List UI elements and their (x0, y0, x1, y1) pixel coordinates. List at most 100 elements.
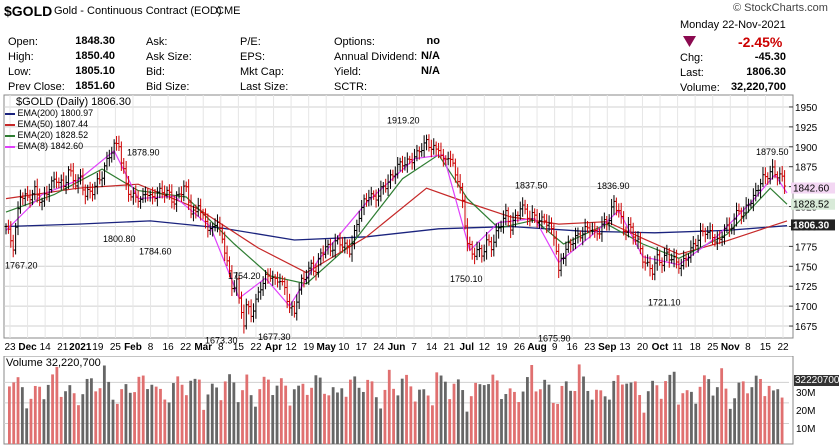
volume-bar (776, 389, 780, 444)
volume-bar (120, 389, 124, 444)
volume-bar (236, 402, 240, 444)
volume-bar (538, 389, 542, 444)
volume-tick-20m: 20M (796, 406, 816, 417)
volume-bar (184, 395, 188, 444)
volume-bar (461, 390, 465, 444)
volume-bar (249, 395, 253, 444)
volume-bar (413, 401, 417, 444)
volume-bar (288, 405, 292, 444)
volume-bar (98, 388, 102, 444)
legend-ema20: EMA(20) 1828.52 (5, 130, 88, 140)
x-tick-label: 17 (356, 342, 368, 352)
copyright-text: © StockCharts.com (733, 2, 828, 14)
volume-bar (305, 394, 309, 444)
volume-bar (284, 385, 288, 444)
x-tick-label: Feb (124, 342, 142, 352)
volume-bar (508, 388, 512, 444)
volume-bar (90, 378, 93, 444)
y-tick-label: 1700 (795, 302, 818, 313)
volume-bar (357, 387, 361, 444)
x-tick-label: 23 (4, 342, 16, 352)
volume-bar (206, 394, 210, 444)
volume-bar (68, 385, 72, 444)
volume-chart (3, 356, 794, 445)
volume-bar (197, 379, 201, 444)
volume-bar (612, 380, 616, 444)
volume-bar (754, 375, 758, 444)
x-tick-label: 26 (514, 342, 526, 352)
volume-bar (426, 395, 430, 444)
x-tick-label: 25 (110, 342, 122, 352)
volume-bar (517, 402, 521, 444)
volume-bar (448, 399, 452, 444)
x-tick-label: Dec (18, 342, 37, 352)
y-tick-label: 1775 (795, 242, 818, 253)
x-tick-label: 25 (707, 342, 719, 352)
volume-bar (651, 380, 654, 444)
prev-close-value: 1851.60 (75, 80, 115, 92)
bid-label: Bid: (146, 66, 165, 78)
volume-bar (638, 395, 642, 444)
volume-bar (746, 393, 749, 444)
x-tick-label: 24 (373, 342, 385, 352)
volume-bar (400, 378, 404, 444)
volume-bar (223, 381, 227, 444)
volume-bar (340, 388, 344, 444)
x-tick-label: 2021 (69, 342, 92, 352)
last-value: 1806.30 (746, 66, 786, 78)
volume-bar (599, 390, 603, 444)
volume-bar (128, 392, 132, 444)
annotation-label: 1878.90 (127, 148, 160, 158)
volume-bar (292, 389, 296, 444)
volume-bar (8, 386, 11, 444)
y-tick-label: 1925 (795, 123, 818, 134)
volume-bar (629, 382, 633, 444)
low-label: Low: (8, 66, 32, 78)
volume-bar (387, 369, 391, 444)
volume-bar (564, 381, 568, 444)
x-tick-label: 19 (92, 342, 104, 352)
volume-label: Volume: (680, 82, 720, 94)
volume-bar (271, 395, 275, 444)
volume-bar (314, 375, 318, 444)
volume-bar (741, 381, 745, 444)
annotation-label: 1837.50 (515, 181, 548, 191)
volume-bar (12, 382, 16, 444)
volume-bar (172, 383, 175, 444)
volume-bar (344, 396, 348, 444)
annotation-label: 1675.90 (538, 333, 571, 343)
volume-bar (241, 390, 244, 444)
volume-bar (526, 377, 529, 444)
volume-bar (456, 379, 460, 444)
open-label: Open: (8, 36, 38, 48)
volume-bar (633, 381, 637, 444)
volume-bar (422, 389, 426, 444)
volume-bar (655, 385, 659, 444)
annotation-label: 1673.30 (205, 335, 238, 345)
last-size-label: Last Size: (240, 81, 289, 93)
annual-dividend-value: N/A (421, 50, 440, 62)
volume-bar (33, 385, 37, 444)
legend-ema50: EMA(50) 1807.44 (5, 119, 88, 129)
volume-bar (111, 399, 115, 444)
volume-tick-30m: 30M (796, 388, 816, 399)
volume-bar (141, 375, 145, 444)
x-tick-label: 8 (218, 342, 224, 352)
volume-bar (465, 411, 469, 444)
volume-bar (500, 399, 503, 444)
volume-bar (668, 374, 672, 444)
ask-size-label: Ask Size: (146, 51, 192, 63)
volume-bar (366, 379, 370, 444)
volume-bar (763, 396, 767, 444)
volume-bar (698, 386, 702, 444)
price-panel-title: $GOLD (Daily) 1806.30 (16, 96, 131, 108)
x-tick-label: 14 (40, 342, 52, 352)
options-label: Options: (334, 36, 375, 48)
volume-bar (582, 376, 585, 444)
annotation-label: 1836.90 (597, 181, 630, 191)
quote-date: Monday 22-Nov-2021 (680, 19, 786, 31)
volume-bar (349, 379, 352, 444)
volume-bar (215, 387, 218, 444)
volume-bar (361, 391, 365, 444)
volume-bar (702, 375, 706, 444)
